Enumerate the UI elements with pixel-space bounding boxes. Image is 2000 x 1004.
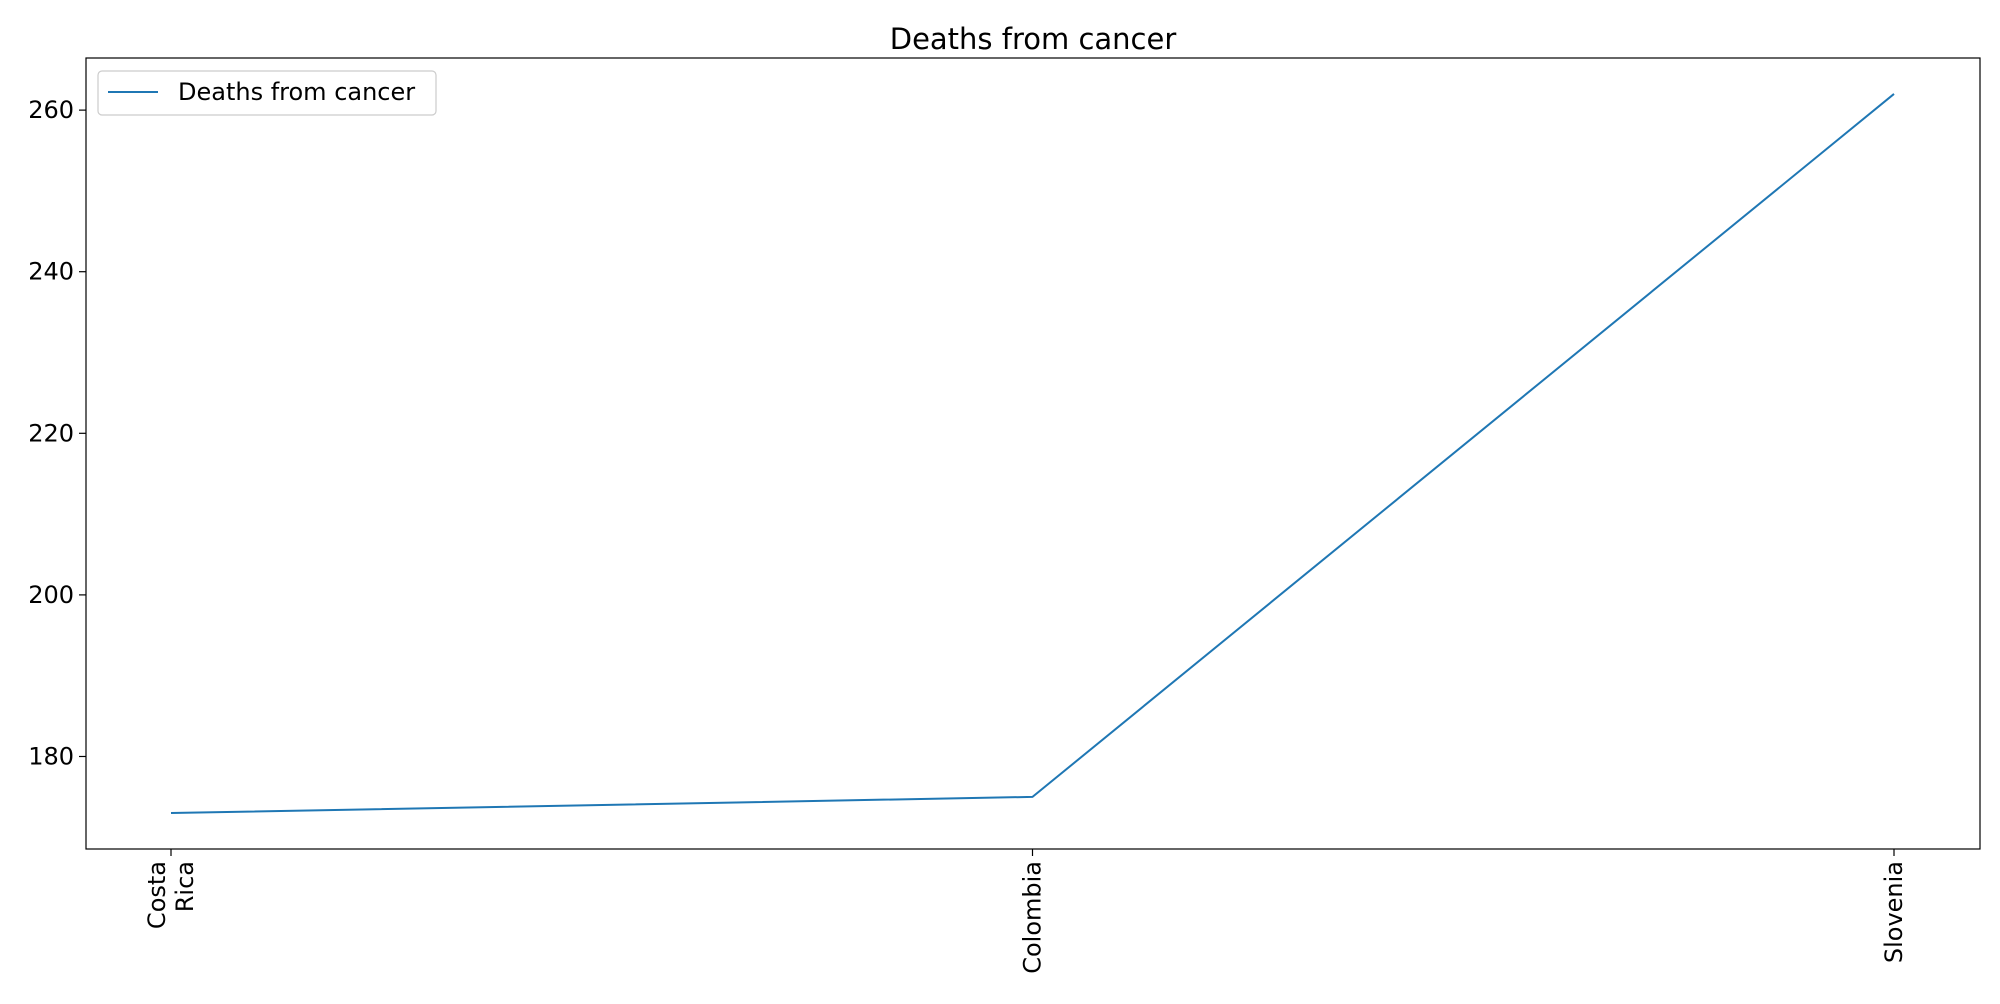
series-line-deaths-from-cancer (170, 93, 1895, 815)
x-tick-label: Slovenia (1880, 861, 1908, 963)
x-tick-label: Colombia (1019, 861, 1047, 974)
y-tick-label: 180 (28, 742, 74, 770)
legend-label-deaths-from-cancer: Deaths from cancer (178, 78, 415, 106)
x-tick-label-line: Rica (171, 861, 199, 912)
chart-title: Deaths from cancer (890, 22, 1177, 56)
y-tick-label: 220 (28, 419, 74, 447)
x-tick-label-line: Slovenia (1880, 861, 1908, 963)
y-axis-ticks: 180 200 220 240 260 (28, 96, 86, 770)
x-tick-label-line: Colombia (1019, 861, 1047, 974)
x-tick-label: CostaRica (143, 861, 199, 929)
x-axis-ticks: CostaRica Colombia Slovenia (143, 849, 1908, 974)
x-tick-label-line: Costa (143, 861, 171, 929)
legend-box (97, 70, 437, 116)
plot-area-frame (85, 57, 1981, 850)
y-tick-label: 200 (28, 581, 74, 609)
legend: Deaths from cancer (97, 70, 437, 116)
series-layer (170, 93, 1895, 815)
y-tick-label: 240 (28, 258, 74, 286)
y-tick-label: 260 (28, 96, 74, 124)
